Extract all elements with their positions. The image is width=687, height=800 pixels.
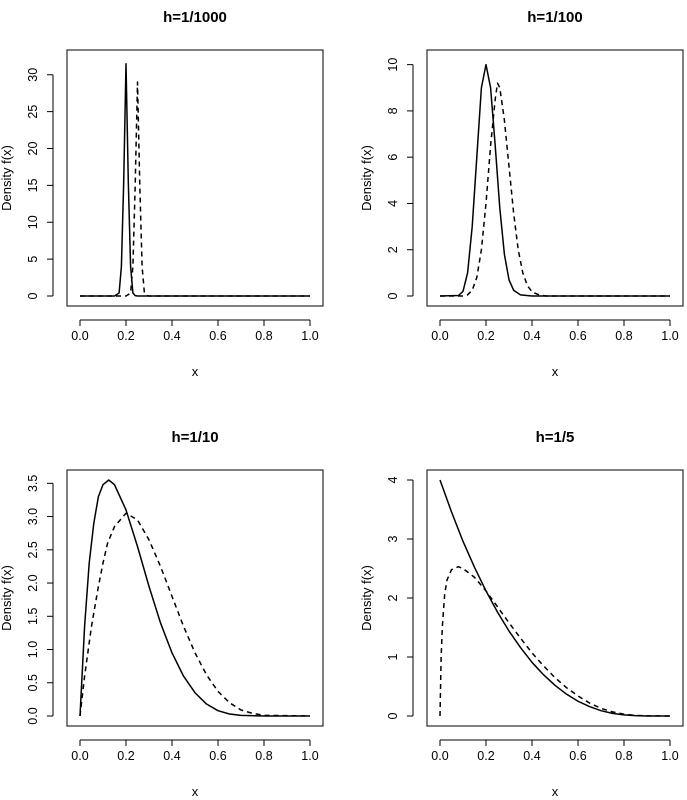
solid-density-line <box>439 63 670 297</box>
x-tick-label: 0.0 <box>71 749 88 763</box>
x-tick-label: 0.4 <box>163 329 180 343</box>
y-tick-label: 10 <box>386 58 400 72</box>
chart-title: h=1/1000 <box>163 9 227 26</box>
y-tick-label: 0 <box>386 712 400 719</box>
dashed-density-line <box>439 565 671 717</box>
x-tick-label: 0.4 <box>523 749 540 763</box>
y-axis-label: Density f(x) <box>359 145 374 211</box>
x-tick-label: 1.0 <box>301 749 318 763</box>
y-tick-label: 30 <box>26 68 40 82</box>
x-tick-label: 0.0 <box>431 749 448 763</box>
y-tick-label: 3.0 <box>26 508 40 525</box>
x-tick-label: 0.2 <box>477 749 494 763</box>
y-tick-label: 10 <box>26 215 40 229</box>
dashed-density-line <box>440 82 670 297</box>
x-tick-label: 0.2 <box>117 749 134 763</box>
x-tick-label: 1.0 <box>301 329 318 343</box>
y-tick-label: 2 <box>386 594 400 601</box>
dashed-density-line <box>80 81 310 297</box>
panel-3: h=1/10 0.0 0.2 0.4 0.6 0.8 1.0 x 0.0 0.5 1.0 1.5 2.0… <box>0 429 324 799</box>
x-tick-label: 0.8 <box>615 329 632 343</box>
x-axis-label: x <box>552 784 559 799</box>
x-tick-label: 0.4 <box>163 749 180 763</box>
x-tick-label: 0.0 <box>431 329 448 343</box>
y-tick-label: 2.0 <box>26 574 40 591</box>
x-tick-label: 0.2 <box>477 329 494 343</box>
y-tick-label: 4 <box>386 200 400 207</box>
y-tick-label: 0 <box>26 292 40 299</box>
y-tick-label: 3 <box>386 535 400 542</box>
x-tick-label: 0.8 <box>615 749 632 763</box>
x-axis-label: x <box>192 364 199 379</box>
y-tick-label: 2 <box>386 246 400 253</box>
x-tick-label: 0.4 <box>523 329 540 343</box>
solid-density-line <box>79 479 310 717</box>
x-axis-label: x <box>192 784 199 799</box>
x-tick-label: 0.6 <box>569 329 586 343</box>
x-tick-label: 0.8 <box>255 329 272 343</box>
chart-title: h=1/10 <box>171 429 218 446</box>
y-tick-label: 1 <box>386 653 400 660</box>
chart-title: h=1/5 <box>536 429 575 446</box>
x-axis-label: x <box>552 364 559 379</box>
plot-frame <box>426 469 684 727</box>
chart-title: h=1/100 <box>527 9 582 26</box>
y-tick-label: 4 <box>386 476 400 483</box>
y-tick-label: 5 <box>26 256 40 263</box>
panel-1: h=1/1000 0.0 0.2 0.4 0.6 0.8 1.0 x 0 5 10 15 20 25 30 D… <box>0 9 324 379</box>
y-axis-label: Density f(x) <box>0 565 14 631</box>
y-tick-label: 6 <box>386 154 400 161</box>
y-tick-label: 3.5 <box>26 475 40 492</box>
x-tick-label: 0.6 <box>209 329 226 343</box>
y-tick-label: 2.5 <box>26 541 40 558</box>
solid-density-line <box>439 479 670 717</box>
panel-4: h=1/5 0.0 0.2 0.4 0.6 0.8 1.0 x 0 1 2 3 4 Density f(x… <box>359 429 684 799</box>
dashed-density-line <box>79 512 311 717</box>
x-tick-label: 0.8 <box>255 749 272 763</box>
y-tick-label: 0 <box>386 292 400 299</box>
y-tick-label: 25 <box>26 105 40 119</box>
panel-2: h=1/100 0.0 0.2 0.4 0.6 0.8 1.0 x 0 2 4 6 8 10 Density… <box>359 9 684 379</box>
y-tick-label: 15 <box>26 178 40 192</box>
y-tick-label: 0.0 <box>26 707 40 724</box>
x-tick-label: 0.6 <box>569 749 586 763</box>
x-tick-label: 1.0 <box>661 329 678 343</box>
x-tick-label: 1.0 <box>661 749 678 763</box>
y-axis-label: Density f(x) <box>359 565 374 631</box>
x-tick-label: 0.2 <box>117 329 134 343</box>
x-tick-label: 0.6 <box>209 749 226 763</box>
y-tick-label: 1.5 <box>26 608 40 625</box>
x-tick-label: 0.0 <box>71 329 88 343</box>
y-tick-label: 0.5 <box>26 674 40 691</box>
plot-frame <box>66 469 324 727</box>
plot-frame <box>66 49 324 307</box>
plot-frame <box>426 49 684 307</box>
y-axis-label: Density f(x) <box>0 145 14 211</box>
y-tick-label: 20 <box>26 142 40 156</box>
y-tick-label: 8 <box>386 107 400 114</box>
solid-density-line <box>80 62 310 297</box>
y-tick-label: 1.0 <box>26 641 40 658</box>
